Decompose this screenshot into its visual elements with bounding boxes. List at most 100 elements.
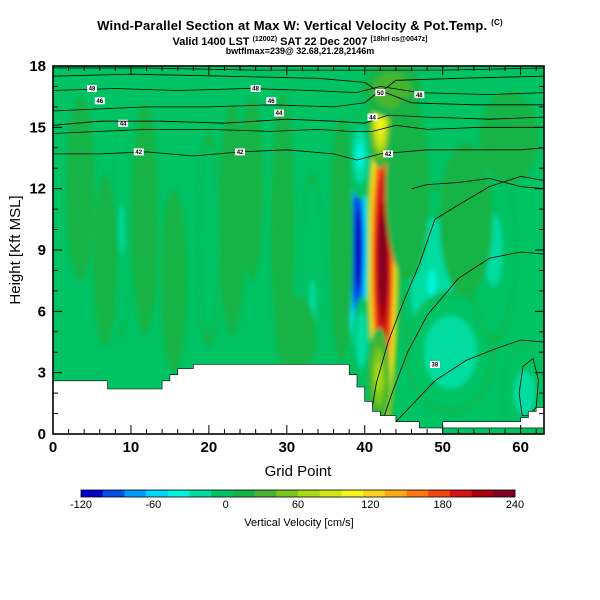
chart-title: Wind-Parallel Section at Max W: Vertical… bbox=[0, 18, 600, 33]
colorbar-swatch bbox=[254, 490, 277, 497]
velocity-shade bbox=[281, 210, 285, 249]
colorbar-swatch bbox=[189, 490, 212, 497]
x-tick-label: 10 bbox=[123, 439, 140, 456]
velocity-shade bbox=[490, 237, 497, 263]
velocity-feature-downdraft_w-7 bbox=[406, 290, 495, 414]
colorbar-swatch bbox=[471, 490, 494, 497]
colorbar-swatch bbox=[81, 490, 103, 497]
contour-label-bg bbox=[86, 84, 97, 92]
colorbar-swatch bbox=[428, 490, 451, 497]
contour-label-bg bbox=[235, 148, 246, 156]
velocity-feature-updraft_w-16 bbox=[93, 174, 118, 347]
velocity-shade bbox=[171, 267, 176, 294]
y-tick-label: 0 bbox=[38, 426, 46, 443]
colorbar-swatch bbox=[341, 490, 364, 497]
velocity-feature-updraft_w-23 bbox=[385, 96, 430, 281]
velocity-feature-updraft_w-17 bbox=[160, 188, 188, 373]
velocity-shade bbox=[120, 214, 124, 245]
velocity-feature-updraft_w-21 bbox=[65, 96, 96, 281]
contour-label: 42 bbox=[385, 152, 392, 158]
colorbar-tick-label: 180 bbox=[433, 499, 451, 511]
velocity-shade bbox=[78, 175, 83, 202]
velocity-feature-updraft_w-18 bbox=[218, 102, 246, 336]
velocity-feature-updraft_w-25 bbox=[439, 142, 493, 296]
y-axis-label: Height [Kft MSL] bbox=[7, 195, 24, 304]
colorbar-tick-label: 120 bbox=[361, 499, 379, 511]
colorbar-swatch bbox=[211, 490, 234, 497]
velocity-feature-updraft_w-22 bbox=[280, 296, 317, 376]
contour-label: 38 bbox=[432, 363, 439, 369]
contour-label: 44 bbox=[120, 121, 127, 127]
velocity-feature-downdraft_top-4 bbox=[348, 113, 372, 199]
velocity-shade bbox=[504, 131, 514, 144]
y-tick-label: 18 bbox=[29, 58, 46, 75]
contour-label-bg bbox=[367, 113, 378, 121]
x-tick-label: 20 bbox=[201, 439, 218, 456]
y-tick-label: 3 bbox=[38, 365, 46, 382]
velocity-shade bbox=[207, 224, 211, 255]
colorbar-tick-label: 240 bbox=[506, 499, 524, 511]
colorbar-tick-label: -60 bbox=[145, 499, 161, 511]
colorbar-swatch bbox=[124, 490, 147, 497]
chart-subtitle-small2: [18hrI cs@0047z] bbox=[370, 36, 428, 43]
theta-contour bbox=[368, 175, 544, 428]
x-tick-label: 0 bbox=[49, 439, 57, 456]
velocity-shade bbox=[427, 269, 437, 297]
velocity-shade bbox=[462, 208, 470, 230]
y-tick-label: 12 bbox=[29, 181, 46, 198]
contour-label: 48 bbox=[252, 87, 259, 93]
y-tick-label: 9 bbox=[38, 242, 46, 259]
velocity-shade bbox=[339, 222, 344, 257]
velocity-feature-updraft_w-15 bbox=[131, 102, 159, 336]
y-tick-label: 15 bbox=[29, 119, 46, 136]
contour-label-bg bbox=[429, 360, 440, 368]
chart-title-text: Wind-Parallel Section at Max W: Vertical… bbox=[97, 18, 488, 33]
velocity-shade bbox=[358, 150, 362, 162]
contour-label: 44 bbox=[369, 115, 376, 121]
theta-contour bbox=[53, 73, 544, 94]
colorbar-swatch bbox=[298, 490, 320, 497]
axis-ticks: 0 10 20 30 40 50 60 0 3 6 9 12 15 18 bbox=[29, 58, 544, 456]
chart-subtitle-2: bwtflmax=239@ 32.68,21.28,2146m bbox=[225, 46, 375, 56]
contour-label: 42 bbox=[237, 150, 244, 156]
colorbar-swatch bbox=[406, 490, 429, 497]
contour-label-bg bbox=[414, 91, 425, 99]
y-tick-label: 6 bbox=[38, 303, 46, 320]
contour-label-bg bbox=[118, 119, 129, 127]
velocity-shade bbox=[296, 330, 301, 342]
colorbar-swatch bbox=[449, 490, 472, 497]
x-tick-label: 60 bbox=[512, 439, 529, 456]
contour-label: 48 bbox=[89, 87, 96, 93]
theta-contour bbox=[395, 339, 544, 422]
contour-label-bg bbox=[383, 150, 394, 158]
chart-title-badge: (C) bbox=[491, 18, 503, 27]
x-tick-label: 30 bbox=[278, 439, 295, 456]
velocity-feature-downdraft_w-10 bbox=[111, 122, 132, 337]
theta-contour bbox=[411, 177, 544, 190]
colorbar-swatch bbox=[232, 490, 255, 497]
velocity-shade bbox=[360, 334, 363, 346]
contour-label: 42 bbox=[135, 150, 142, 156]
theta-contour bbox=[53, 124, 544, 134]
contour-label-bg bbox=[266, 97, 277, 105]
colorbar-label: Vertical Velocity [cm/s] bbox=[244, 517, 353, 529]
chart-subtitle-small1: (1200Z) bbox=[252, 36, 278, 43]
velocity-shade bbox=[143, 203, 147, 236]
contour-label-bg bbox=[133, 148, 144, 156]
velocity-feature-updraft_w-24 bbox=[479, 91, 539, 184]
velocity-feature-updraft_w-20 bbox=[271, 91, 295, 368]
velocity-feature-updraft_w-19 bbox=[239, 96, 264, 281]
colorbar-swatch bbox=[384, 490, 407, 497]
x-tick-label: 50 bbox=[434, 439, 451, 456]
velocity-shade bbox=[404, 175, 411, 202]
velocity-shade bbox=[103, 248, 107, 273]
colorbar-swatch bbox=[102, 490, 125, 497]
velocity-shade bbox=[380, 235, 386, 289]
colorbar-tick-label: 60 bbox=[292, 499, 304, 511]
theta-contour bbox=[379, 251, 544, 429]
contour-label-bg bbox=[250, 84, 261, 92]
velocity-shade bbox=[521, 386, 528, 400]
velocity-shade bbox=[230, 203, 235, 236]
